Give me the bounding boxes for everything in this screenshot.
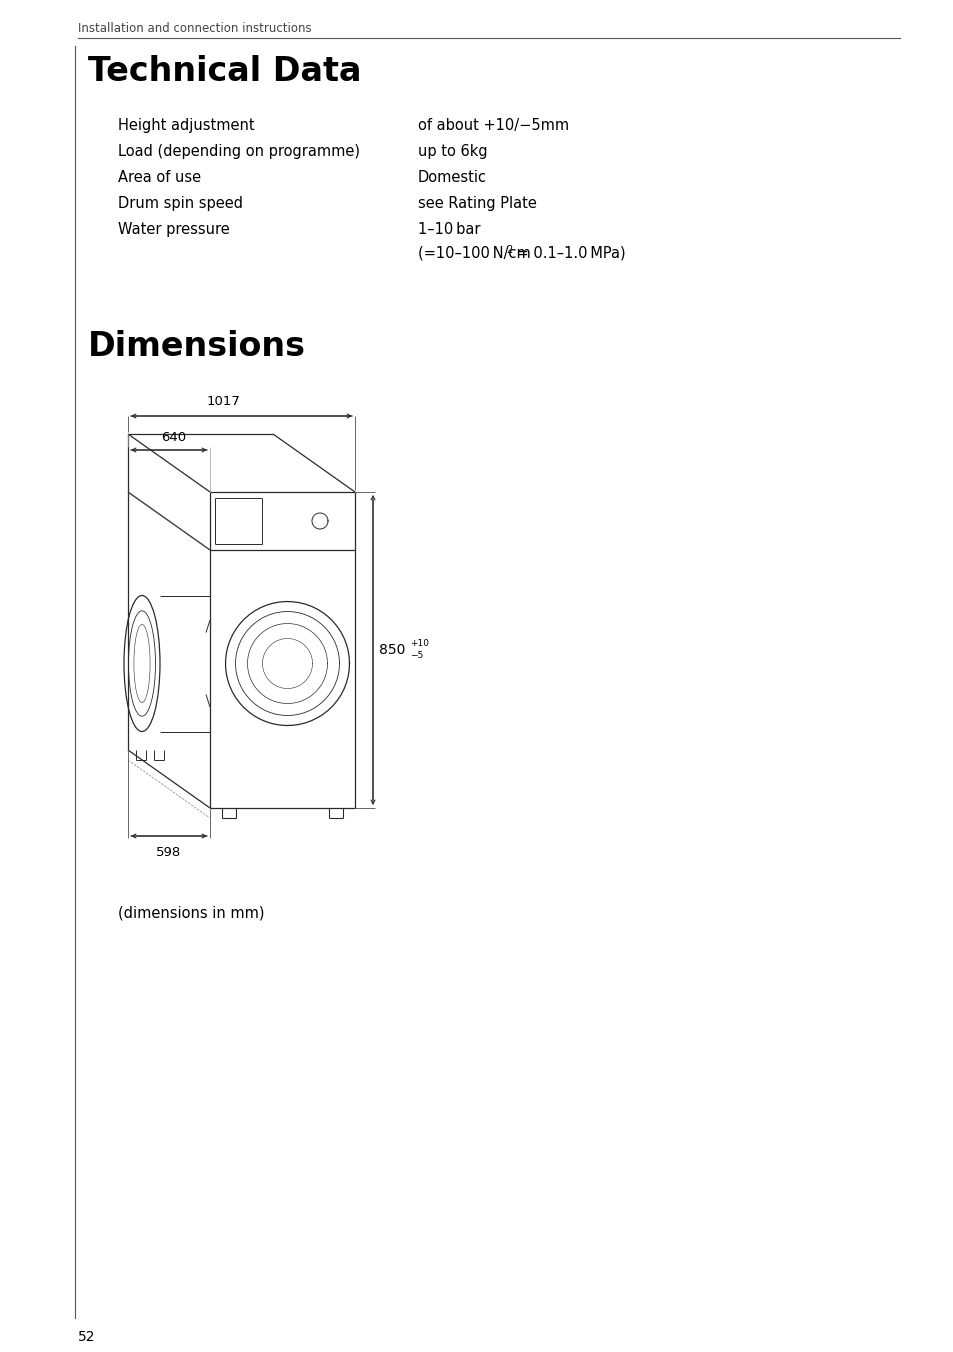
- Text: 1–10 bar: 1–10 bar: [417, 222, 480, 237]
- Text: Installation and connection instructions: Installation and connection instructions: [78, 22, 312, 35]
- Text: of about +10/−5mm: of about +10/−5mm: [417, 118, 569, 132]
- Text: Dimensions: Dimensions: [88, 330, 306, 362]
- Text: Height adjustment: Height adjustment: [118, 118, 254, 132]
- Text: Area of use: Area of use: [118, 170, 201, 185]
- Text: Domestic: Domestic: [417, 170, 486, 185]
- Text: 598: 598: [156, 846, 181, 859]
- Text: +10: +10: [410, 638, 429, 648]
- Text: Load (depending on programme): Load (depending on programme): [118, 145, 359, 160]
- Text: Water pressure: Water pressure: [118, 222, 230, 237]
- Text: = 0.1–1.0 MPa): = 0.1–1.0 MPa): [512, 246, 625, 261]
- Text: 1017: 1017: [207, 395, 240, 408]
- Text: Drum spin speed: Drum spin speed: [118, 196, 243, 211]
- Text: −5: −5: [410, 652, 423, 661]
- Text: 52: 52: [78, 1330, 95, 1344]
- Text: 640: 640: [161, 431, 187, 443]
- Text: see Rating Plate: see Rating Plate: [417, 196, 537, 211]
- Text: (dimensions in mm): (dimensions in mm): [118, 904, 264, 919]
- Text: 850: 850: [378, 644, 405, 657]
- Text: (=10–100 N/cm: (=10–100 N/cm: [417, 246, 530, 261]
- Text: 2: 2: [505, 245, 512, 256]
- Text: up to 6kg: up to 6kg: [417, 145, 487, 160]
- Text: Technical Data: Technical Data: [88, 55, 361, 88]
